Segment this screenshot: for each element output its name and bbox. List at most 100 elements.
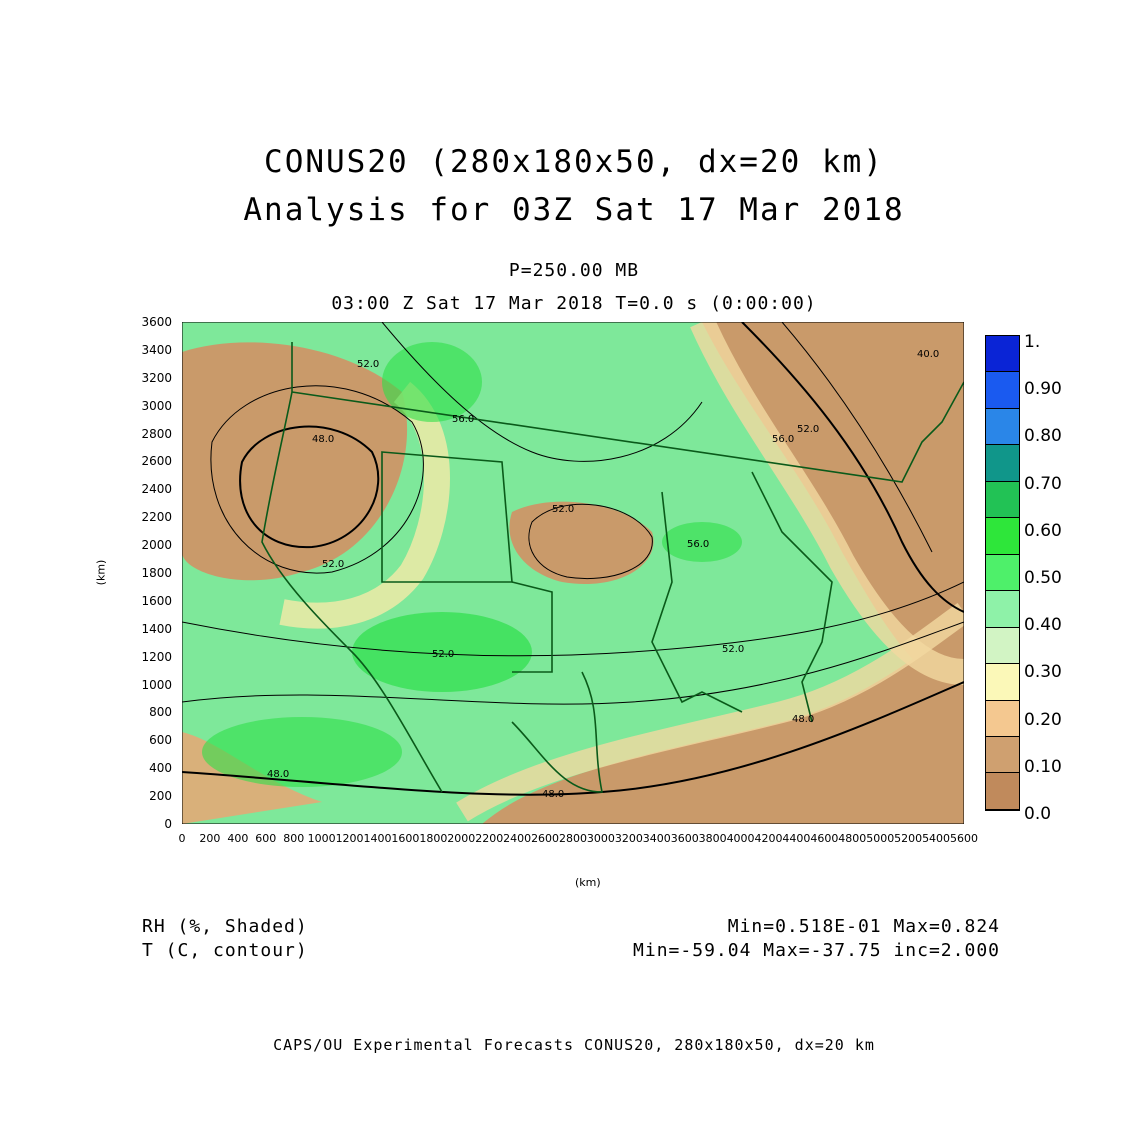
x-tick-label: 5600 xyxy=(950,832,978,845)
x-tick-label: 1400 xyxy=(363,832,392,845)
x-tick-label: 2200 xyxy=(475,832,504,845)
chart-title-line2: Analysis for 03Z Sat 17 Mar 2018 xyxy=(243,192,905,228)
x-tick-label: 4200 xyxy=(754,832,783,845)
x-tick-label: 1600 xyxy=(391,832,420,845)
y-tick-label: 3400 xyxy=(141,342,172,357)
colorbar-label: 1. xyxy=(1024,332,1041,352)
y-tick-label: 2400 xyxy=(141,482,172,497)
colorbar-swatch xyxy=(986,736,1019,774)
x-tick-label: 4400 xyxy=(782,832,811,845)
colorbar-swatch xyxy=(986,518,1019,555)
colorbar-swatch xyxy=(986,627,1019,665)
x-tick-label: 2000 xyxy=(447,832,476,845)
x-tick-label: 3200 xyxy=(614,832,643,845)
y-tick-label: 2800 xyxy=(141,426,172,441)
colorbar-swatch xyxy=(986,481,1019,519)
y-tick-label: 400 xyxy=(149,761,172,776)
contour-label: 48.0 xyxy=(267,769,289,780)
colorbar-label: 0.0 xyxy=(1024,804,1052,824)
pressure-level: P=250.00 MB xyxy=(508,260,640,281)
t-label: T (C, contour) xyxy=(142,940,308,961)
y-tick-label: 1000 xyxy=(141,677,172,692)
valid-time: 03:00 Z Sat 17 Mar 2018 T=0.0 s (0:00:00… xyxy=(331,293,817,314)
y-tick-label: 800 xyxy=(149,705,172,720)
y-tick-label: 2600 xyxy=(141,454,172,469)
contour-label: 48.0 xyxy=(312,434,334,445)
x-tick-label: 4800 xyxy=(838,832,867,845)
contour-label: 48.0 xyxy=(792,714,814,725)
y-tick-label: 3600 xyxy=(141,315,172,329)
dry-region-northeast xyxy=(702,322,964,683)
contour-label: 52.0 xyxy=(432,649,454,660)
colorbar-label: 0.20 xyxy=(1024,709,1062,730)
chart-title-line1: CONUS20 (280x180x50, dx=20 km) xyxy=(264,144,884,180)
contour-label: 52.0 xyxy=(322,559,344,570)
y-tick-label: 3200 xyxy=(141,370,172,385)
x-tick-label: 3400 xyxy=(642,832,671,845)
y-tick-label: 2000 xyxy=(141,538,172,553)
x-tick-label: 600 xyxy=(255,832,277,845)
t-stats: Min=-59.04 Max=-37.75 inc=2.000 xyxy=(633,940,1000,961)
y-tick-label: 2200 xyxy=(141,510,172,525)
contour-label: 56.0 xyxy=(772,434,794,445)
x-tick-label: 3600 xyxy=(670,832,699,845)
x-tick-label: 2800 xyxy=(559,832,587,845)
rh-stats: Min=0.518E-01 Max=0.824 xyxy=(727,916,1000,937)
x-tick-label: 2600 xyxy=(531,832,560,845)
rh-label: RH (%, Shaded) xyxy=(142,916,308,937)
x-tick-label: 2400 xyxy=(503,832,532,845)
y-tick-label: 1800 xyxy=(141,566,172,580)
colorbar-label: 0.60 xyxy=(1024,520,1062,541)
x-tick-label: 200 xyxy=(199,832,221,845)
colorbar-swatch xyxy=(986,336,1019,373)
y-axis-unit: (km) xyxy=(94,559,108,586)
dry-region-south xyxy=(482,622,964,824)
y-tick-label: 1200 xyxy=(141,649,172,664)
rh-temperature-map xyxy=(182,322,964,824)
contour-label: 52.0 xyxy=(722,644,744,655)
y-tick-label: 1600 xyxy=(141,593,172,608)
colorbar-swatch xyxy=(986,700,1019,737)
contour-label: 48.0 xyxy=(542,789,564,800)
x-tick-label: 400 xyxy=(227,832,249,845)
colorbar xyxy=(985,335,1020,811)
colorbar-label: 0.40 xyxy=(1024,615,1062,636)
contour-label: 40.0 xyxy=(917,349,939,360)
colorbar-label: 0.90 xyxy=(1024,379,1062,400)
y-tick-label: 3000 xyxy=(141,398,172,413)
dry-region-northwest xyxy=(182,342,408,581)
colorbar-label: 0.10 xyxy=(1024,756,1062,777)
x-tick-label: 5000 xyxy=(866,832,895,845)
contour-label: 52.0 xyxy=(357,359,379,370)
colorbar-label: 0.70 xyxy=(1024,473,1062,494)
x-tick-label: 4000 xyxy=(726,832,755,845)
y-tick-label: 0 xyxy=(164,817,172,831)
x-tick-label: 1200 xyxy=(335,832,364,845)
colorbar-label: 0.30 xyxy=(1024,662,1062,683)
colorbar-swatch xyxy=(986,554,1019,592)
contour-label: 52.0 xyxy=(552,504,574,515)
contour-label: 52.0 xyxy=(797,424,819,435)
colorbar-label: 0.80 xyxy=(1024,426,1062,447)
contour-labels: 52.048.056.052.052.056.056.052.048.052.0… xyxy=(267,349,939,800)
y-tick-label: 200 xyxy=(149,789,172,804)
x-tick-label: 3000 xyxy=(586,832,615,845)
colorbar-swatch xyxy=(986,408,1019,446)
x-tick-label: 1000 xyxy=(307,832,336,845)
colorbar-swatch xyxy=(986,591,1019,628)
colorbar-swatch xyxy=(986,445,1019,482)
colorbar-swatch xyxy=(986,372,1019,409)
dry-region-plains xyxy=(509,501,654,584)
x-tick-label: 4600 xyxy=(810,832,839,845)
x-tick-label: 1800 xyxy=(419,832,448,845)
x-tick-label: 3800 xyxy=(698,832,727,845)
y-tick-label: 1400 xyxy=(141,621,172,636)
colorbar-swatch xyxy=(986,664,1019,701)
x-tick-label: 0 xyxy=(178,832,186,845)
x-tick-label: 800 xyxy=(283,832,305,845)
colorbar-label: 0.50 xyxy=(1024,568,1062,588)
colorbar-swatch xyxy=(986,773,1019,810)
contour-label: 56.0 xyxy=(452,414,474,425)
contour-label: 56.0 xyxy=(687,539,709,550)
x-axis-unit: (km) xyxy=(575,876,601,889)
